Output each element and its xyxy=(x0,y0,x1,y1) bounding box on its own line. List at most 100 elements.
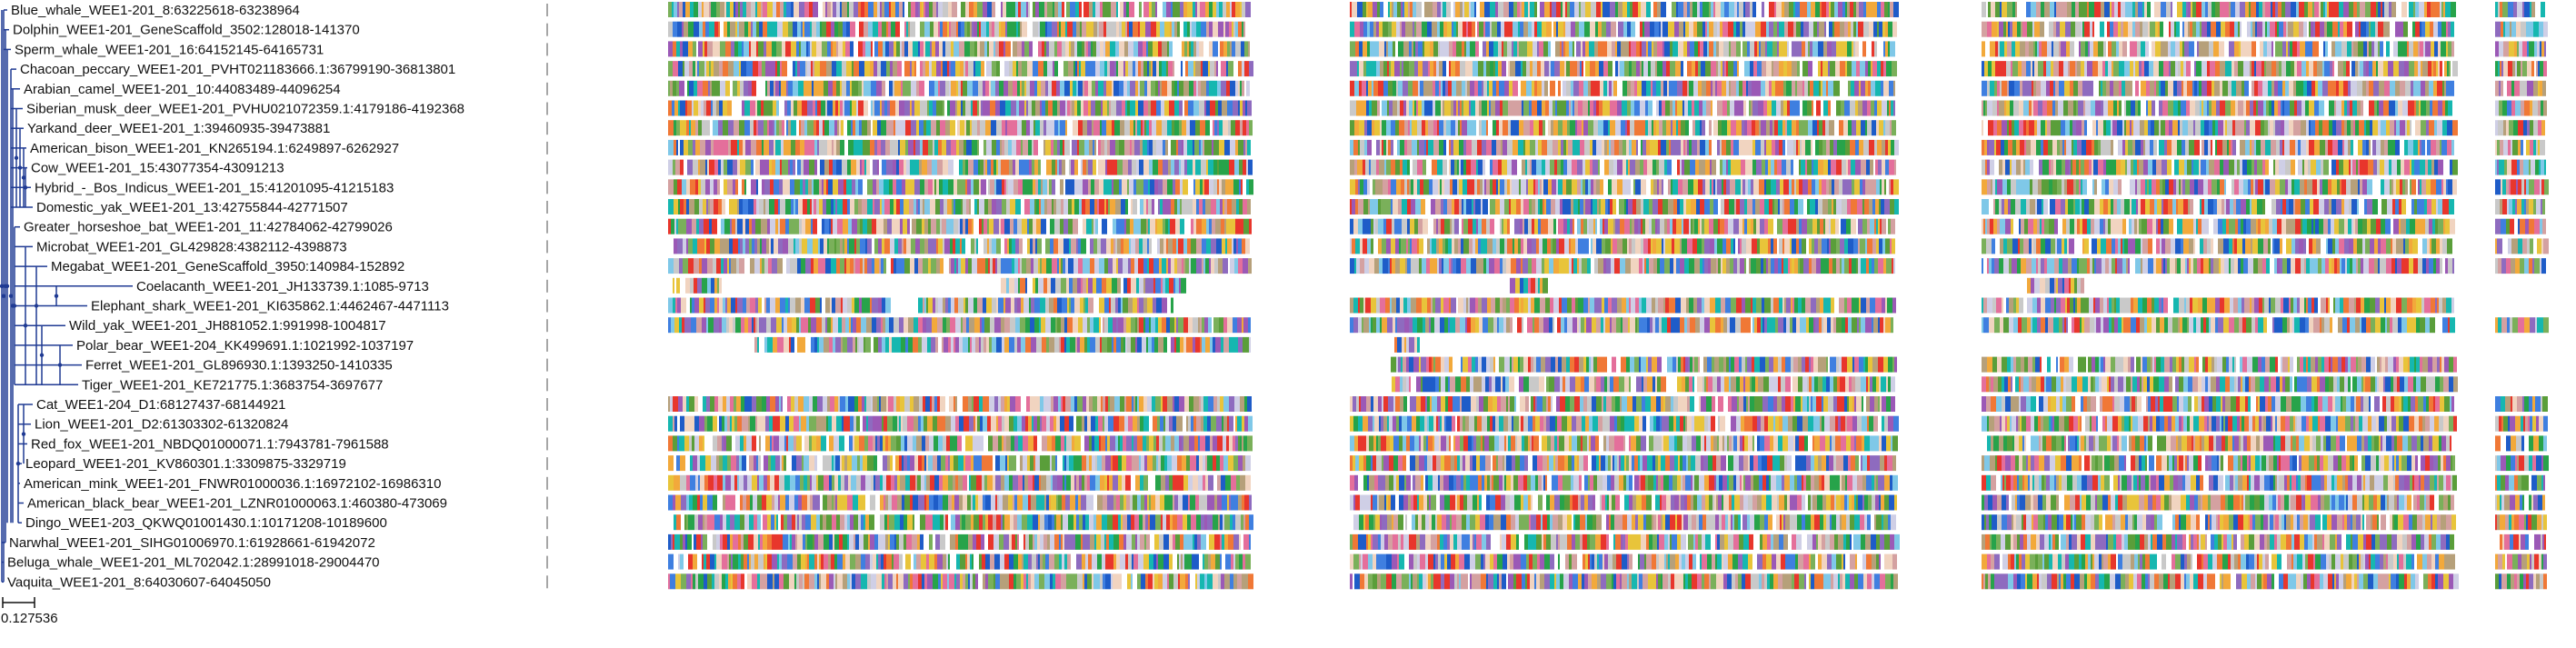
alignment-cell xyxy=(2358,41,2363,57)
alignment-cell xyxy=(1001,2,1003,17)
alignment-cell xyxy=(1248,41,1250,57)
alignment-cell xyxy=(1138,80,1140,96)
alignment-cell xyxy=(719,61,723,77)
alignment-cell xyxy=(886,61,890,77)
alignment-cell xyxy=(1680,159,1682,175)
alignment-cell xyxy=(925,41,930,57)
alignment-cell xyxy=(1507,41,1512,57)
alignment-cell xyxy=(2188,21,2190,37)
alignment-cell xyxy=(2517,61,2521,77)
tree-node xyxy=(54,294,59,298)
alignment-cell xyxy=(911,2,915,17)
alignment-cell xyxy=(2116,159,2121,175)
alignment-cell xyxy=(1999,159,2002,175)
alignment-cell xyxy=(1370,179,1373,195)
alignment-cell xyxy=(2431,139,2436,155)
alignment-cell xyxy=(697,80,703,96)
alignment-cell xyxy=(2202,80,2207,96)
alignment-cell xyxy=(734,199,737,214)
alignment-cell xyxy=(2122,179,2124,195)
alignment-cell xyxy=(1734,100,1739,116)
alignment-cell xyxy=(795,159,797,175)
alignment-cell xyxy=(1402,21,1405,37)
alignment-cell xyxy=(1611,139,1614,155)
alignment-cell xyxy=(1152,199,1154,214)
alignment-cell xyxy=(1359,61,1363,77)
alignment-cell xyxy=(1493,61,1495,77)
alignment-cell xyxy=(1448,80,1452,96)
alignment-cell xyxy=(1043,139,1045,155)
alignment-cell xyxy=(973,159,978,175)
alignment-cell xyxy=(1558,139,1561,155)
alignment-cell xyxy=(1676,2,1678,17)
alignment-cell xyxy=(1852,61,1856,77)
alignment-cell xyxy=(2443,179,2446,195)
alignment-cell xyxy=(2382,2,2384,17)
alignment-cell xyxy=(735,21,737,37)
alignment-cell xyxy=(1668,21,1670,37)
alignment-cell xyxy=(912,100,914,116)
alignment-cell xyxy=(2039,159,2042,175)
alignment-cell xyxy=(1633,179,1635,195)
alignment-cell xyxy=(1356,100,1361,116)
alignment-cell xyxy=(793,80,798,96)
alignment-cell xyxy=(1065,100,1067,116)
alignment-cell xyxy=(1881,2,1884,17)
alignment-cell xyxy=(1481,199,1483,214)
alignment-cell xyxy=(1811,139,1812,155)
alignment-cell xyxy=(1613,80,1617,96)
alignment-cell xyxy=(1766,120,1770,136)
alignment-cell xyxy=(1243,120,1246,136)
alignment-cell xyxy=(2144,61,2149,77)
alignment-cell xyxy=(1007,21,1013,37)
alignment-cell xyxy=(1777,21,1779,37)
alignment-cell xyxy=(2084,21,2090,37)
alignment-cell xyxy=(2110,21,2113,37)
alignment-cell xyxy=(834,120,837,136)
alignment-cell xyxy=(902,41,904,57)
alignment-cell xyxy=(2176,21,2180,37)
alignment-cell xyxy=(947,61,949,77)
alignment-cell xyxy=(2113,179,2118,195)
alignment-cell xyxy=(751,2,755,17)
alignment-cell xyxy=(1077,61,1079,77)
alignment-cell xyxy=(2271,41,2273,57)
alignment-cell xyxy=(710,199,714,214)
alignment-cell xyxy=(1417,159,1423,175)
alignment-cell xyxy=(2414,100,2416,116)
alignment-cell xyxy=(2060,21,2065,37)
alignment-cell xyxy=(1197,2,1200,17)
alignment-cell xyxy=(680,139,684,155)
alignment-cell xyxy=(965,2,969,17)
alignment-cell xyxy=(2227,139,2229,155)
alignment-cell xyxy=(873,159,877,175)
alignment-cell xyxy=(1736,159,1741,175)
alignment-cell xyxy=(2296,2,2299,17)
alignment-cell xyxy=(1188,61,1193,77)
alignment-cell xyxy=(2369,61,2372,77)
alignment-cell xyxy=(1350,2,1352,17)
alignment-cell xyxy=(774,139,775,155)
alignment-cell xyxy=(1705,179,1710,195)
alignment-cell xyxy=(2019,100,2023,116)
alignment-cell xyxy=(1065,21,1067,37)
alignment-cell xyxy=(1581,179,1583,195)
alignment-cell xyxy=(726,2,730,17)
alignment-cell xyxy=(1029,41,1033,57)
alignment-row xyxy=(668,100,2547,116)
alignment-cell xyxy=(1834,120,1839,136)
alignment-cell xyxy=(676,120,680,136)
alignment-cell xyxy=(2119,80,2122,96)
alignment-cell xyxy=(2428,159,2431,175)
alignment-cell xyxy=(833,100,835,116)
alignment-cell xyxy=(2276,139,2280,155)
alignment-cell xyxy=(1010,199,1015,214)
alignment-cell xyxy=(1631,80,1634,96)
alignment-cell xyxy=(2527,120,2530,136)
taxon-label: Hybrid_-_Bos_Indicus_WEE1-201_15:4120109… xyxy=(35,180,394,195)
alignment-cell xyxy=(1729,80,1731,96)
alignment-cell xyxy=(699,21,703,37)
alignment-cell xyxy=(1155,2,1157,17)
alignment-cell xyxy=(2190,179,2194,195)
alignment-cell xyxy=(852,100,856,116)
